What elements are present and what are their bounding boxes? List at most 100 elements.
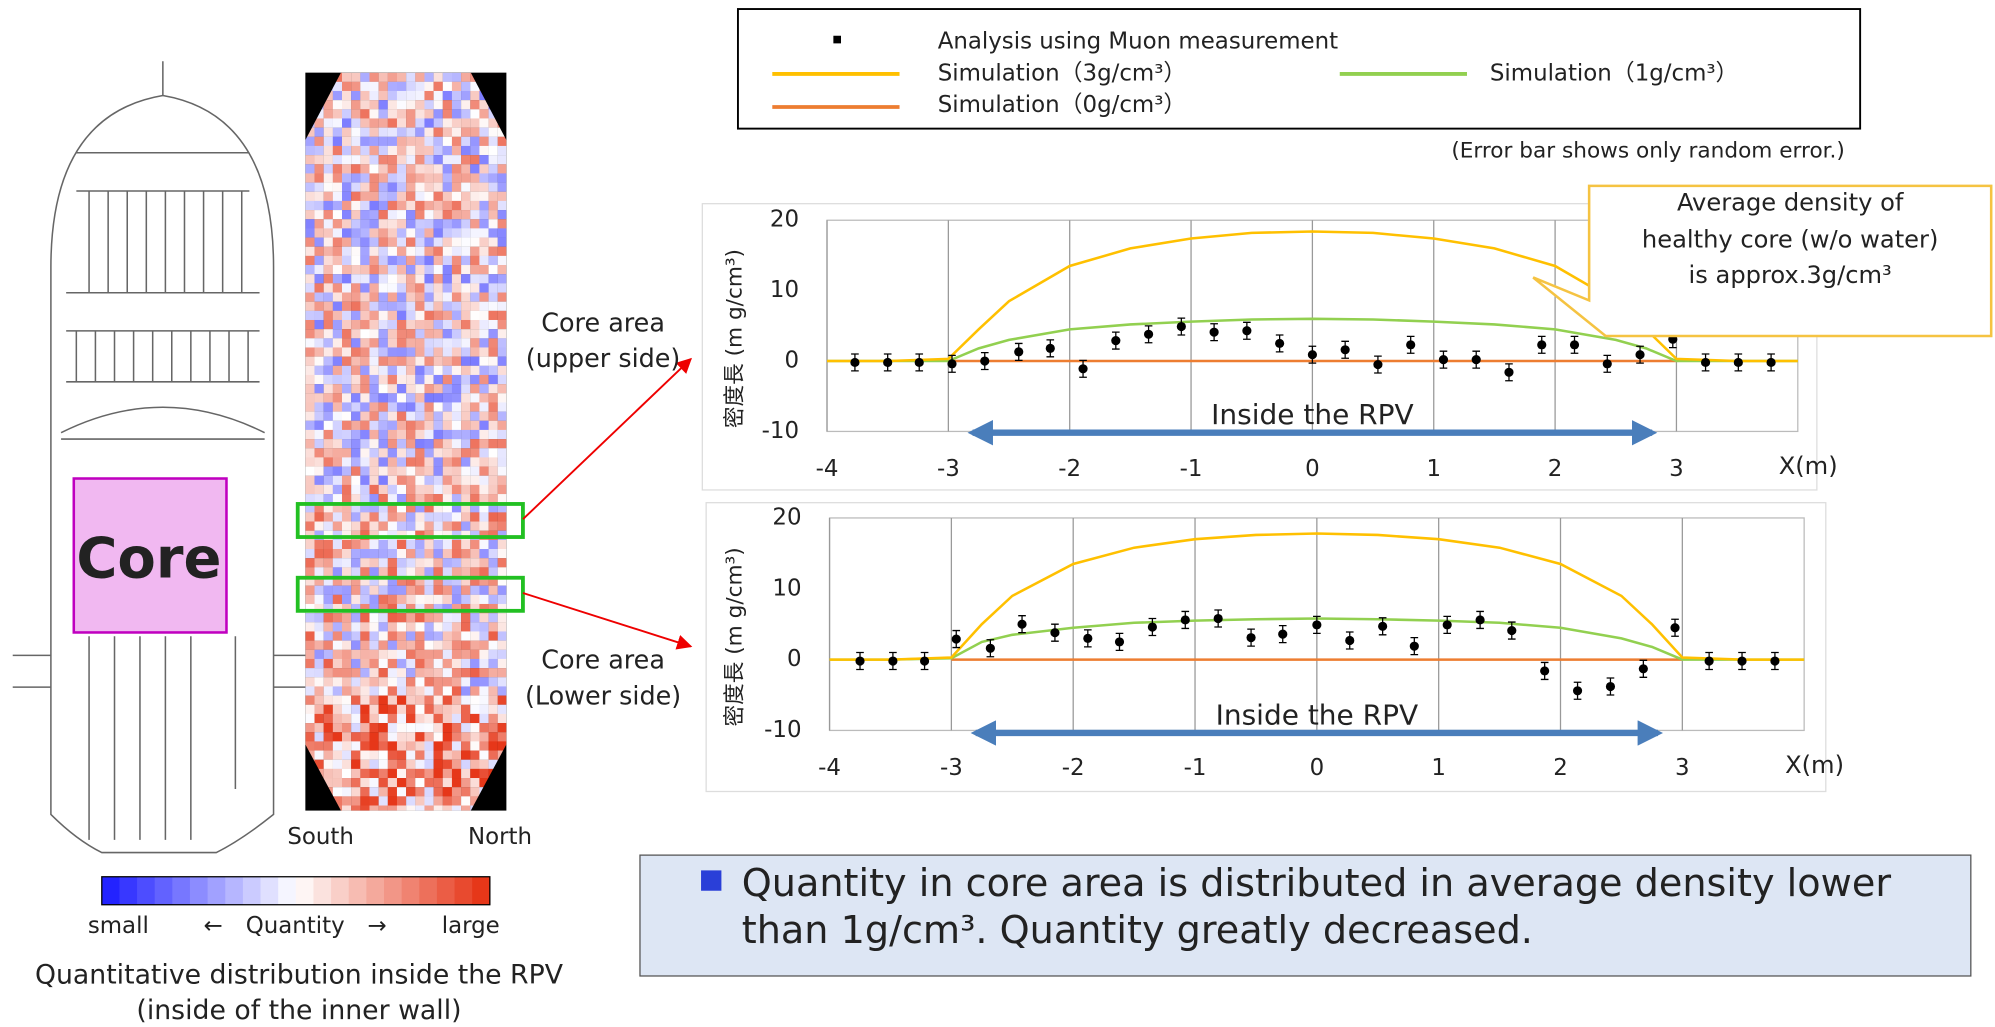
- heatmap-cell: [470, 393, 479, 402]
- heatmap-cell: [461, 696, 470, 705]
- heatmap-cell: [470, 457, 479, 466]
- heatmap-cell: [498, 659, 507, 668]
- heatmap-cell: [489, 311, 498, 320]
- heatmap-cell: [452, 265, 461, 274]
- heatmap-cell: [489, 384, 498, 393]
- heatmap-cell: [379, 723, 388, 732]
- heatmap-cell: [305, 366, 314, 375]
- heatmap-cell: [397, 723, 406, 732]
- x-tick-label: 3: [1675, 755, 1690, 781]
- heatmap-cell: [324, 485, 333, 494]
- heatmap-cell: [397, 686, 406, 695]
- heatmap-cell: [397, 402, 406, 411]
- heatmap-cell: [397, 650, 406, 659]
- heatmap-cell: [305, 677, 314, 686]
- heatmap-cell: [342, 329, 351, 338]
- heatmap-cell: [397, 347, 406, 356]
- heatmap-cell: [360, 238, 369, 247]
- heatmap-cell: [434, 183, 443, 192]
- heatmap-cell: [461, 457, 470, 466]
- colorbar-step: [137, 877, 155, 905]
- heatmap-cell: [397, 412, 406, 421]
- heatmap-cell: [369, 311, 378, 320]
- heatmap-cell: [443, 228, 452, 237]
- heatmap-cell: [305, 686, 314, 695]
- data-point: [915, 358, 924, 367]
- heatmap-cell: [415, 476, 424, 485]
- heatmap-cell: [434, 128, 443, 137]
- heatmap-cell: [388, 329, 397, 338]
- data-point: [1639, 664, 1648, 673]
- heatmap-cell: [379, 137, 388, 146]
- heatmap-cell: [379, 448, 388, 457]
- heatmap-cell: [470, 485, 479, 494]
- heatmap-cell: [397, 128, 406, 137]
- colorbar-step: [384, 877, 402, 905]
- heatmap-cell: [489, 357, 498, 366]
- heatmap-cell: [461, 118, 470, 127]
- heatmap-cell: [443, 201, 452, 210]
- data-point: [1312, 620, 1321, 629]
- heatmap-cell: [479, 430, 488, 439]
- heatmap-cell: [333, 357, 342, 366]
- heatmap-cell: [360, 485, 369, 494]
- data-point: [1308, 350, 1317, 359]
- heatmap-cell: [424, 292, 433, 301]
- heatmap-cell: [443, 366, 452, 375]
- heatmap-cell: [470, 751, 479, 760]
- heatmap-cell: [397, 430, 406, 439]
- heatmap-cell: [388, 228, 397, 237]
- heatmap-cell: [333, 522, 342, 531]
- heatmap-cell: [415, 329, 424, 338]
- heatmap-cell: [443, 677, 452, 686]
- heatmap-cell: [470, 292, 479, 301]
- heatmap-cell: [415, 696, 424, 705]
- heatmap-cell: [470, 732, 479, 741]
- heatmap-cell: [388, 439, 397, 448]
- heatmap-cell: [360, 549, 369, 558]
- data-point: [1443, 620, 1452, 629]
- heatmap-cell: [315, 595, 324, 604]
- heatmap-cell: [498, 522, 507, 531]
- heatmap-cell: [388, 375, 397, 384]
- heatmap-cell: [315, 476, 324, 485]
- heatmap-cell: [406, 311, 415, 320]
- heatmap-cell: [360, 137, 369, 146]
- heatmap-cell: [434, 741, 443, 750]
- heatmap-cell: [397, 567, 406, 576]
- y-tick-label: 20: [772, 504, 801, 530]
- heatmap-cell: [461, 476, 470, 485]
- heatmap-cell: [415, 439, 424, 448]
- heatmap-cell: [351, 430, 360, 439]
- heatmap-cell: [305, 320, 314, 329]
- heatmap-cell: [342, 366, 351, 375]
- heatmap-cell: [379, 357, 388, 366]
- heatmap-cell: [434, 769, 443, 778]
- data-point: [1078, 364, 1087, 373]
- heatmap-cell: [315, 256, 324, 265]
- heatmap-cell: [342, 723, 351, 732]
- heatmap-cell: [369, 357, 378, 366]
- heatmap-cell: [498, 512, 507, 521]
- heatmap-cell: [379, 274, 388, 283]
- heatmap-cell: [415, 219, 424, 228]
- heatmap-cell: [489, 631, 498, 640]
- heatmap-cell: [315, 238, 324, 247]
- heatmap-cell: [333, 247, 342, 256]
- heatmap-cell: [434, 613, 443, 622]
- heatmap-cell: [406, 173, 415, 182]
- heatmap-cell: [443, 338, 452, 347]
- heatmap-cell: [470, 210, 479, 219]
- heatmap-cell: [342, 540, 351, 549]
- heatmap-cell: [424, 311, 433, 320]
- heatmap-cell: [415, 238, 424, 247]
- heatmap-cell: [489, 238, 498, 247]
- heatmap-cell: [424, 265, 433, 274]
- heatmap-cell: [461, 366, 470, 375]
- heatmap-cell: [498, 476, 507, 485]
- data-point: [1210, 328, 1219, 337]
- heatmap-cell: [498, 549, 507, 558]
- heatmap-cell: [406, 778, 415, 787]
- heatmap-cell: [415, 320, 424, 329]
- heatmap-cell: [424, 347, 433, 356]
